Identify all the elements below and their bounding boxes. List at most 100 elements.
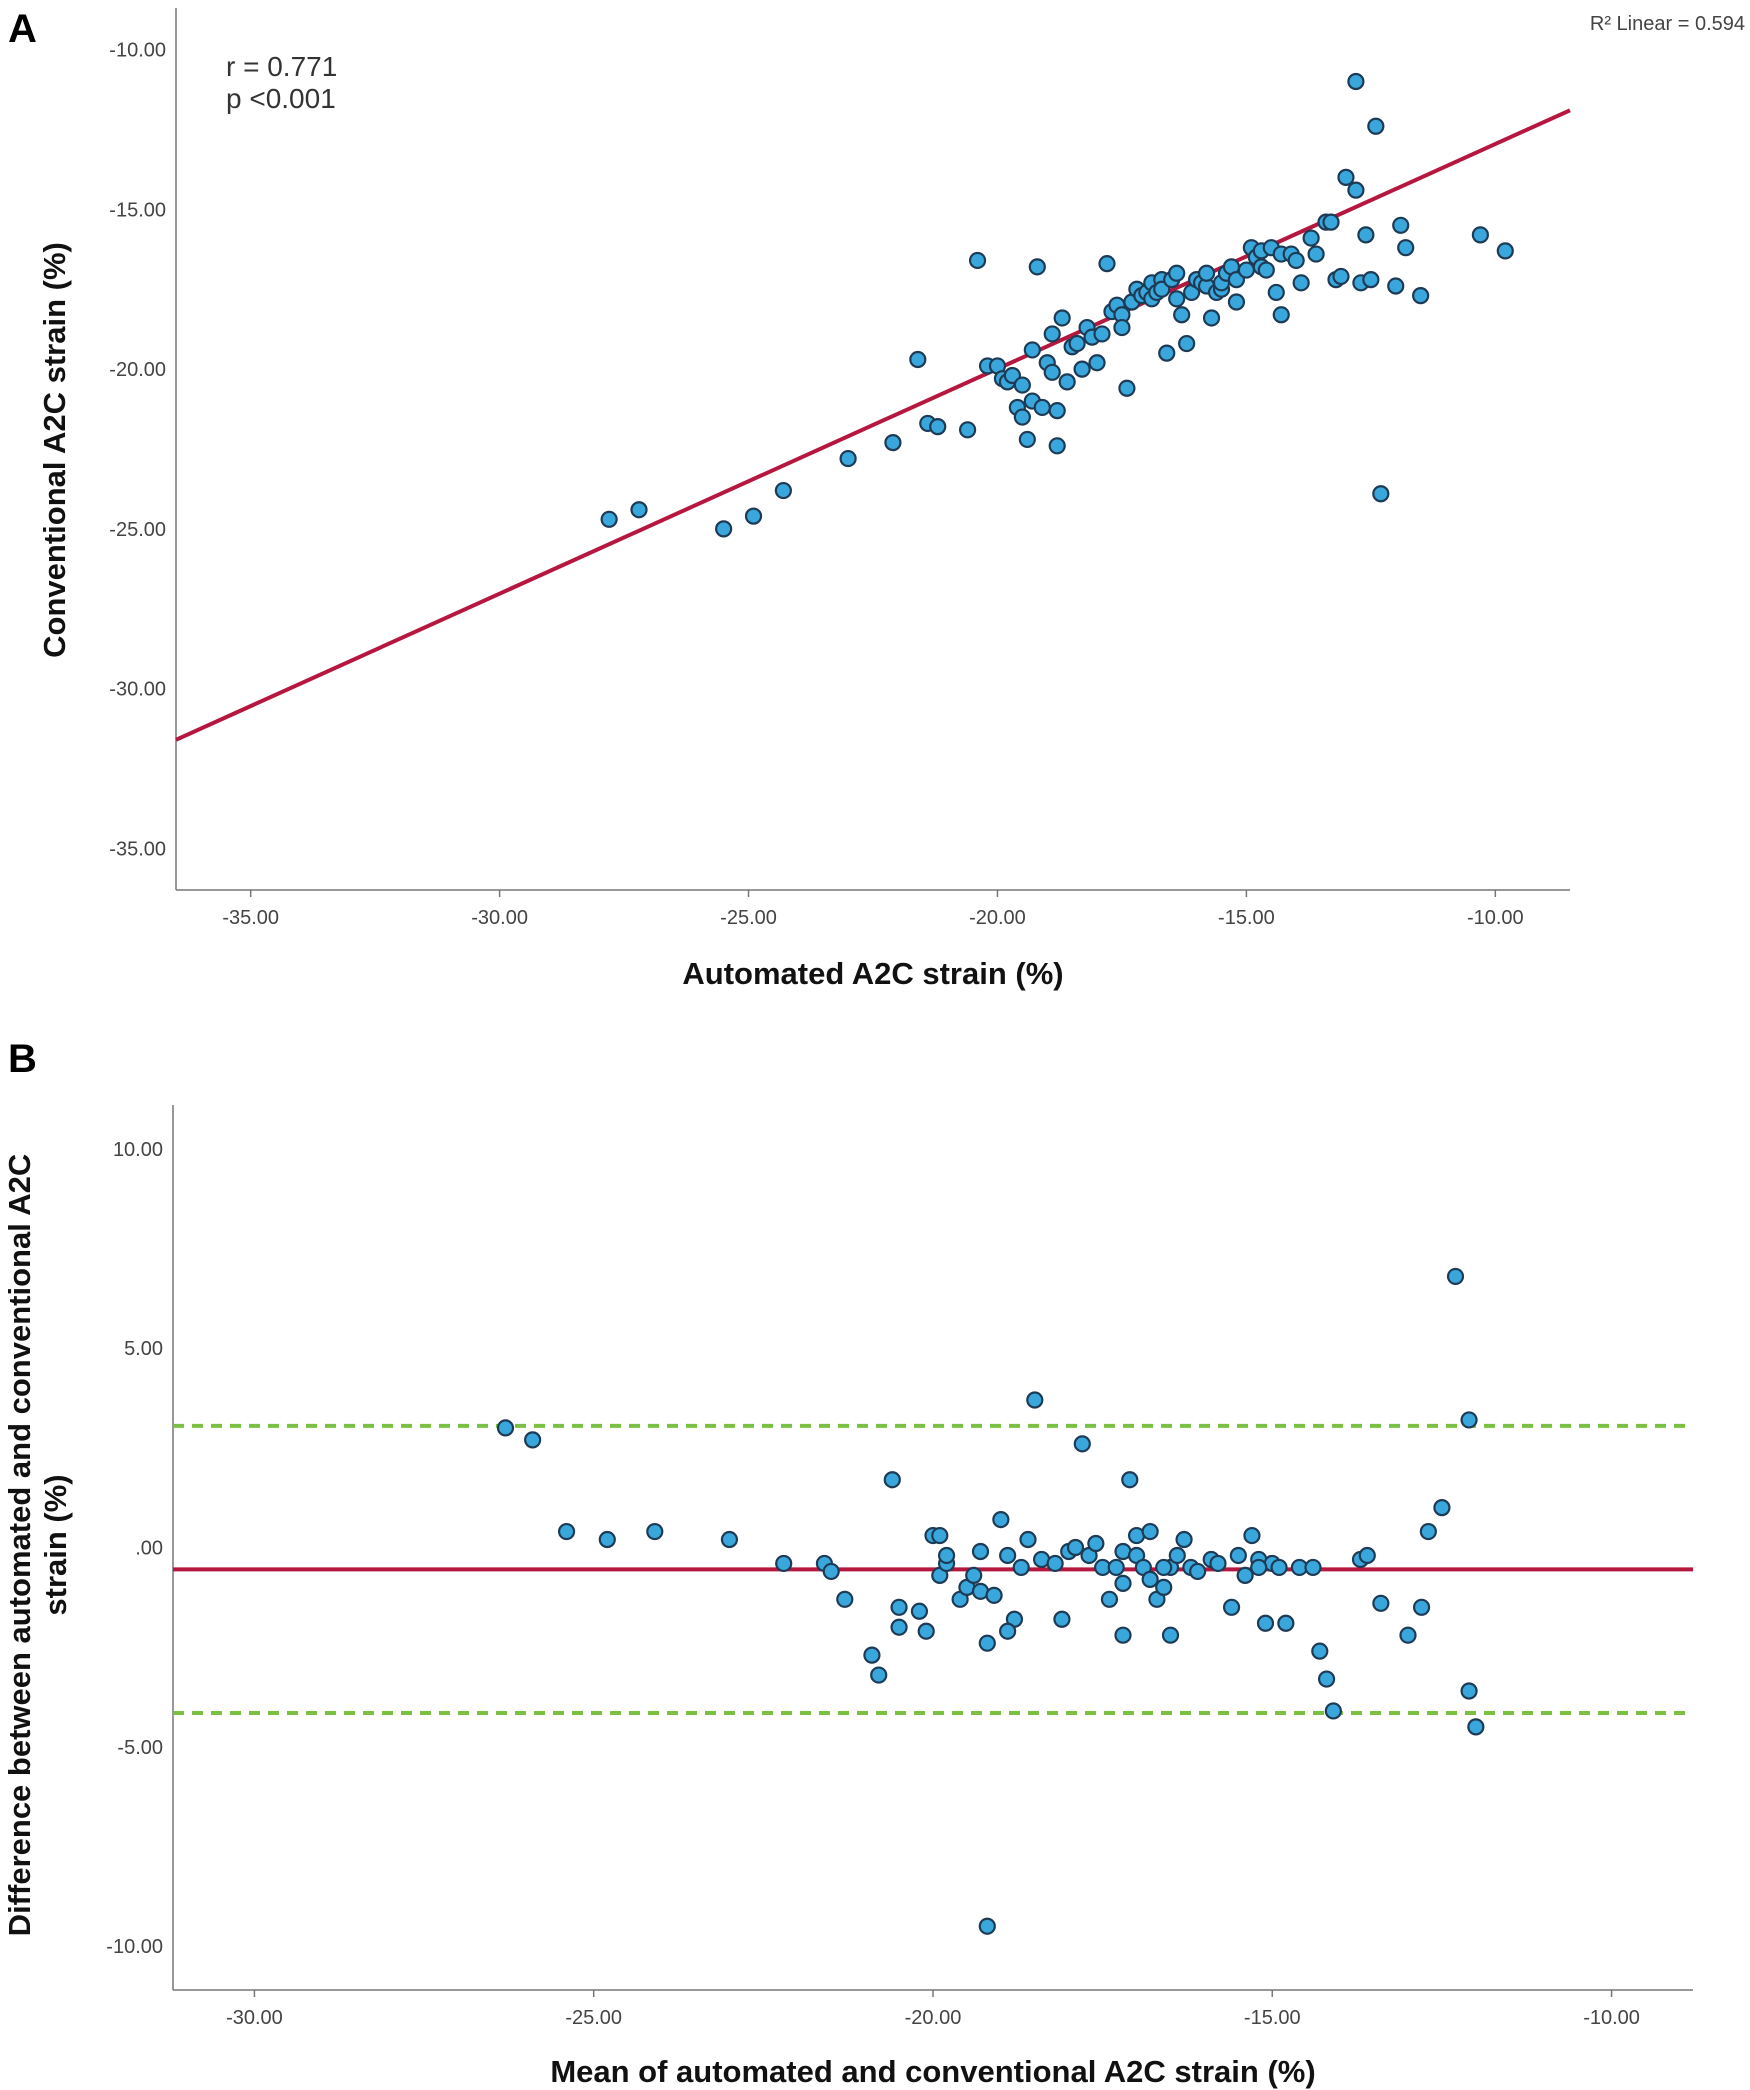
- panel-a-data-point: [1287, 251, 1305, 270]
- panel-b-data-point: [1175, 1530, 1193, 1549]
- panel-b-data-point: [971, 1542, 990, 1561]
- panel-b-data-point: [965, 1566, 983, 1585]
- panel-b-data-point: [1358, 1546, 1376, 1565]
- panel-b-data-point: [870, 1666, 888, 1684]
- panel-b-data-point: [1317, 1670, 1336, 1688]
- panel-b-data-point: [822, 1562, 840, 1581]
- panel-b-data-point: [992, 1510, 1010, 1529]
- panel-b-data-point: [890, 1618, 908, 1636]
- panel-b-letter: B: [8, 1037, 37, 1081]
- panel-b-data-point: [1250, 1558, 1268, 1577]
- panel-b-y-tick-label: .00: [135, 1538, 163, 1560]
- panel-a-data-point: [630, 501, 648, 519]
- panel-b-x-tick-label: -30.00: [226, 2007, 283, 2029]
- panel-a-data-point: [1412, 287, 1430, 305]
- panel-b-data-point: [1168, 1546, 1186, 1565]
- panel-a-data-point: [1018, 430, 1036, 449]
- panel-a-data-point: [1257, 261, 1275, 279]
- panel-a-data-point: [884, 434, 902, 452]
- panel-b-data-point: [720, 1530, 739, 1549]
- panel-b-y-tick-label: -10.00: [106, 1936, 163, 1958]
- panel-b-data-point: [1189, 1562, 1207, 1581]
- panel-a-data-point: [1237, 261, 1255, 279]
- panel-b-bland-altman-plot: B -30.00 -25.00 -20.00 -15.00 -10.00 10.00 5.…: [2, 1037, 1693, 2089]
- panel-a-data-point: [1013, 376, 1031, 394]
- panel-b-data-point: [836, 1590, 854, 1608]
- panel-b-data-point: [1460, 1682, 1478, 1700]
- panel-a-data-point: [1227, 293, 1246, 311]
- panel-b-data-point: [1419, 1522, 1437, 1541]
- panel-b-y-tick-label: 10.00: [113, 1139, 163, 1161]
- panel-b-data-point: [985, 1586, 1003, 1604]
- panel-a-data-point: [1292, 274, 1310, 292]
- panel-a-data-point: [1043, 325, 1061, 343]
- panel-a-data-point: [909, 350, 927, 369]
- panel-b-x-axis-title: Mean of automated and conventional A2C s…: [550, 2054, 1315, 2089]
- panel-b-y-tick-label: -5.00: [117, 1737, 163, 1759]
- panel-b-data-point: [1372, 1594, 1390, 1612]
- panel-a-data-point: [1332, 267, 1350, 286]
- panel-a-data-point: [968, 251, 987, 270]
- panel-b-data-point: [1433, 1499, 1451, 1517]
- panel-b-data-point: [931, 1526, 949, 1545]
- panel-b-data-point: [1277, 1614, 1295, 1632]
- panel-b-data-point: [1467, 1718, 1485, 1736]
- panel-a-data-point: [1322, 213, 1340, 231]
- panel-a-data-point: [1307, 245, 1325, 263]
- panel-a-r2-label: R² Linear = 0.594: [1590, 13, 1745, 35]
- panel-b-data-point: [937, 1546, 956, 1565]
- panel-a-data-point: [1347, 72, 1365, 91]
- panel-a-y-ticks: -10.00 -15.00 -20.00 -25.00 -30.00 -35.00: [109, 40, 166, 861]
- panel-a-x-tick-label: -15.00: [1218, 907, 1275, 929]
- panel-b-data-point: [1087, 1534, 1105, 1553]
- panel-b-data-point: [1243, 1526, 1261, 1545]
- panel-b-data-point: [1155, 1558, 1173, 1577]
- panel-b-data-point: [1311, 1642, 1329, 1660]
- panel-b-data-point: [496, 1419, 515, 1437]
- panel-b-data-point: [1270, 1558, 1288, 1577]
- panel-a-data-point: [1048, 402, 1066, 420]
- panel-a-data-point: [600, 510, 618, 528]
- panel-a-y-tick-label: -25.00: [109, 519, 166, 541]
- panel-b-y-axis-title: Difference between automated and convent…: [2, 1154, 73, 1937]
- panel-a-data-point: [1397, 239, 1415, 257]
- panel-a-data-point: [1098, 255, 1116, 273]
- panel-b-data-point: [1019, 1530, 1037, 1549]
- panel-b-data-point: [1141, 1570, 1159, 1588]
- panel-a-y-tick-label: -30.00: [109, 679, 166, 701]
- panel-b-x-ticks: -30.00 -25.00 -20.00 -15.00 -10.00: [226, 1990, 1640, 2029]
- panel-b-data-point: [910, 1602, 929, 1620]
- panel-a-data-point: [1048, 437, 1066, 455]
- panel-b-data-point: [1114, 1626, 1132, 1644]
- panel-b-data-point: [1324, 1702, 1342, 1720]
- panel-b-data-point: [1256, 1614, 1275, 1632]
- panel-a-r-annotation: r = 0.771: [226, 51, 337, 82]
- panel-b-data-point: [1053, 1610, 1071, 1628]
- panel-a-x-tick-label: -10.00: [1467, 907, 1524, 929]
- panel-a-fit-line: [175, 108, 1571, 742]
- panel-a-data-point: [1267, 283, 1285, 302]
- panel-b-data-point: [1229, 1546, 1247, 1565]
- panel-a-p-annotation: p <0.001: [226, 83, 336, 114]
- panel-a-data-point: [1362, 271, 1380, 289]
- panel-a-data-point: [1387, 277, 1405, 295]
- panel-a-data-point: [1113, 318, 1131, 337]
- panel-b-x-tick-label: -10.00: [1583, 2007, 1640, 2029]
- panel-a-data-point: [1023, 341, 1041, 359]
- panel-a-data-point: [1093, 325, 1111, 343]
- panel-a-data-point: [715, 520, 733, 538]
- panel-b-points: [496, 1267, 1485, 1935]
- panel-a-data-point: [1068, 334, 1086, 353]
- panel-b-data-point: [1161, 1626, 1180, 1644]
- panel-a-data-point: [1471, 226, 1489, 244]
- panel-b-data-point: [1107, 1558, 1125, 1577]
- panel-b-data-point: [978, 1917, 996, 1935]
- panel-b-data-point: [890, 1598, 908, 1616]
- panel-b-data-point: [1121, 1471, 1139, 1489]
- panel-a-x-tick-label: -20.00: [969, 907, 1026, 929]
- panel-a-data-point: [1053, 309, 1071, 327]
- panel-a-data-point: [1028, 258, 1046, 276]
- panel-a-scatter-plot: A -35.00 -30.00 -25.00 -20.00 -15.00 -10.00 -…: [8, 7, 1745, 991]
- panel-a-x-tick-label: -35.00: [222, 907, 279, 929]
- panel-b-data-point: [883, 1471, 901, 1489]
